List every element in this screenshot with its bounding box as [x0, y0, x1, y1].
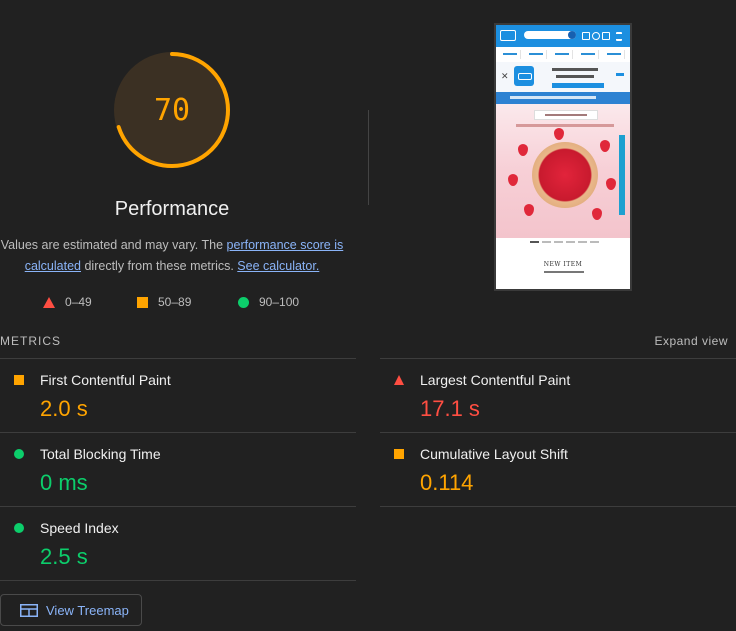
metric-value: 0.114 — [420, 470, 474, 495]
banner-text — [552, 68, 598, 71]
nav-item — [578, 50, 599, 59]
date-bar — [496, 92, 630, 104]
performance-score: 70 — [153, 92, 191, 128]
metric-first-contentful-paint: First Contentful Paint 2.0 s — [0, 359, 356, 433]
metric-speed-index: Speed Index 2.5 s — [0, 507, 356, 581]
side-banner — [619, 135, 625, 215]
gauge-arc — [114, 52, 230, 168]
vertical-divider — [368, 110, 369, 205]
legend-label: 0–49 — [65, 295, 92, 309]
metric-value: 17.1 s — [420, 396, 480, 421]
metrics-divider-left — [0, 358, 356, 359]
nav-item — [604, 50, 625, 59]
circle-icon — [238, 296, 249, 308]
site-logo — [500, 30, 516, 41]
expand-view-toggle[interactable]: Expand view — [654, 334, 728, 348]
metric-name: Cumulative Layout Shift — [420, 446, 568, 462]
triangle-icon — [394, 375, 404, 385]
carousel-indicators — [530, 241, 600, 243]
nav-item — [526, 50, 547, 59]
metric-cumulative-layout-shift: Cumulative Layout Shift 0.114 — [380, 433, 736, 507]
user-icon — [592, 32, 600, 40]
legend-label: 50–89 — [158, 295, 192, 309]
metric-name: Total Blocking Time — [40, 446, 161, 462]
calculator-link[interactable]: See calculator. — [237, 259, 320, 273]
strawberry-icon — [518, 144, 528, 156]
banner-text — [556, 75, 594, 78]
square-icon — [394, 449, 404, 459]
view-treemap-label: View Treemap — [46, 602, 129, 618]
app-banner: ✕ — [496, 62, 630, 92]
menu-icon — [616, 32, 622, 41]
new-item-subtitle — [544, 271, 584, 273]
square-icon — [137, 296, 148, 308]
campaign-label — [534, 110, 598, 120]
metric-name: Speed Index — [40, 520, 119, 536]
metric-largest-contentful-paint: Largest Contentful Paint 17.1 s — [380, 359, 736, 433]
score-legend: 0–49 50–89 90–100 — [0, 295, 344, 311]
circle-icon — [14, 523, 24, 533]
square-icon — [14, 375, 24, 385]
triangle-icon — [43, 296, 55, 308]
description-text-middle: directly from these metrics. — [81, 259, 238, 273]
banner-button — [552, 83, 604, 88]
metric-name: First Contentful Paint — [40, 372, 171, 388]
metric-value: 0 ms — [40, 470, 88, 495]
strawberry-icon — [524, 204, 534, 216]
gauge-background — [114, 52, 230, 168]
metric-total-blocking-time: Total Blocking Time 0 ms — [0, 433, 356, 507]
site-header — [496, 25, 630, 47]
strawberry-icon — [592, 208, 602, 220]
new-item-heading: NEW ITEM — [543, 261, 583, 268]
close-icon: ✕ — [501, 71, 509, 81]
metrics-divider-right — [380, 358, 736, 359]
legend-item-fail: 0–49 — [43, 295, 92, 309]
description-text: Values are estimated and may vary. The — [0, 238, 227, 252]
legend-item-average: 50–89 — [137, 295, 191, 309]
view-treemap-button[interactable]: View Treemap — [0, 594, 142, 626]
strawberry-icon — [600, 140, 610, 152]
banner-open-link — [616, 73, 624, 76]
metrics-heading: METRICS — [0, 334, 61, 348]
metric-value: 2.0 s — [40, 396, 88, 421]
strawberry-icon — [554, 128, 564, 140]
hero-image — [496, 104, 630, 238]
search-icon — [568, 31, 576, 39]
performance-description: Values are estimated and may vary. The p… — [0, 235, 344, 277]
metric-name: Largest Contentful Paint — [420, 372, 571, 388]
site-search-bar — [524, 31, 576, 39]
legend-label: 90–100 — [259, 295, 300, 309]
app-icon — [514, 66, 534, 86]
phone-icon — [582, 32, 590, 40]
performance-title: Performance — [114, 198, 230, 220]
campaign-subtitle — [516, 124, 614, 127]
site-nav — [496, 47, 630, 63]
legend-item-pass: 90–100 — [238, 295, 299, 309]
nav-item — [552, 50, 573, 59]
strawberry-icon — [606, 178, 616, 190]
strawberry-icon — [508, 174, 518, 186]
final-screenshot[interactable]: ✕ NEW ITEM — [494, 23, 632, 291]
performance-gauge: 70 — [112, 50, 232, 170]
performance-score-link[interactable]: performance score is calculated — [24, 238, 344, 273]
metric-value: 2.5 s — [40, 544, 88, 569]
nav-item — [500, 50, 521, 59]
strawberry-tart-image — [532, 142, 598, 208]
cart-icon — [602, 32, 610, 40]
treemap-icon — [20, 603, 38, 617]
circle-icon — [14, 449, 24, 459]
gauge-ring — [114, 52, 230, 168]
